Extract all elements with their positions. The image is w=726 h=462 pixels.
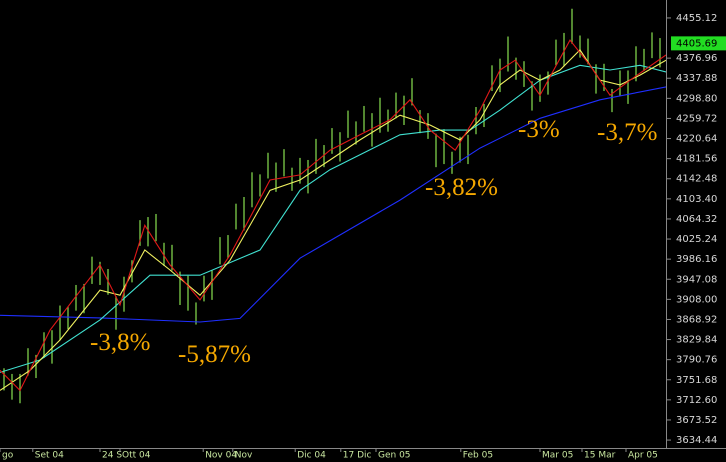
- y-tick-label: 4220.64: [676, 134, 717, 145]
- drawdown-annotation: -3%: [518, 116, 560, 143]
- x-tick-label: Feb 05: [463, 451, 493, 461]
- y-tick-label: 3829.84: [676, 335, 717, 346]
- x-tick-label: 24 S: [102, 451, 122, 461]
- last-price-label: 4405.69: [676, 38, 717, 49]
- y-tick-label: 4142.48: [676, 174, 717, 185]
- y-tick-label: 4181.56: [676, 154, 717, 165]
- x-tick-label: Nov: [235, 451, 253, 461]
- x-tick-label: Mar 05: [542, 451, 573, 461]
- x-tick-label: go: [2, 451, 14, 461]
- moving-average-line: [0, 86, 666, 323]
- x-tick-label: Ott 04: [122, 451, 151, 461]
- x-tick-label: Nov 04: [205, 451, 237, 461]
- x-tick-label: Set 04: [35, 451, 64, 461]
- last-price-box: [671, 36, 726, 51]
- y-tick-label: 4025.24: [676, 234, 717, 245]
- moving-average-line: [0, 64, 666, 373]
- y-tick-label: 3673.52: [676, 415, 717, 426]
- y-tick-label: 4455.12: [676, 13, 717, 24]
- drawdown-annotation: -3,8%: [90, 329, 150, 356]
- plot-area: [0, 8, 666, 404]
- x-tick-label: Apr 05: [628, 451, 658, 461]
- y-tick-label: 4259.72: [676, 113, 717, 124]
- y-tick-label: 3712.60: [676, 395, 717, 406]
- drawdown-annotation: -5,87%: [178, 341, 251, 368]
- y-tick-label: 3986.16: [676, 254, 717, 265]
- y-tick-label: 3790.76: [676, 355, 717, 366]
- y-tick-label: 3751.68: [676, 375, 717, 386]
- y-tick-label: 4337.88: [676, 73, 717, 84]
- x-tick-label: 15 Mar: [584, 451, 616, 461]
- moving-average-line: [0, 49, 666, 391]
- drawdown-annotation: -3,82%: [425, 174, 498, 201]
- y-tick-label: 4376.96: [676, 53, 717, 64]
- y-tick-label: 3634.44: [676, 435, 717, 446]
- x-tick-label: 17 Dic: [343, 451, 372, 461]
- y-tick-label: 3868.92: [676, 314, 717, 325]
- drawdown-annotation: -3,7%: [597, 119, 657, 146]
- moving-average-line: [0, 39, 666, 392]
- y-tick-label: 4064.32: [676, 214, 717, 225]
- y-tick-label: 3908.00: [676, 294, 717, 305]
- y-tick-label: 4298.80: [676, 93, 717, 104]
- y-tick-label: 3947.08: [676, 274, 717, 285]
- x-tick-label: Dic 04: [297, 451, 326, 461]
- x-tick-label: Gen 05: [378, 451, 411, 461]
- y-tick-label: 4103.40: [676, 194, 717, 205]
